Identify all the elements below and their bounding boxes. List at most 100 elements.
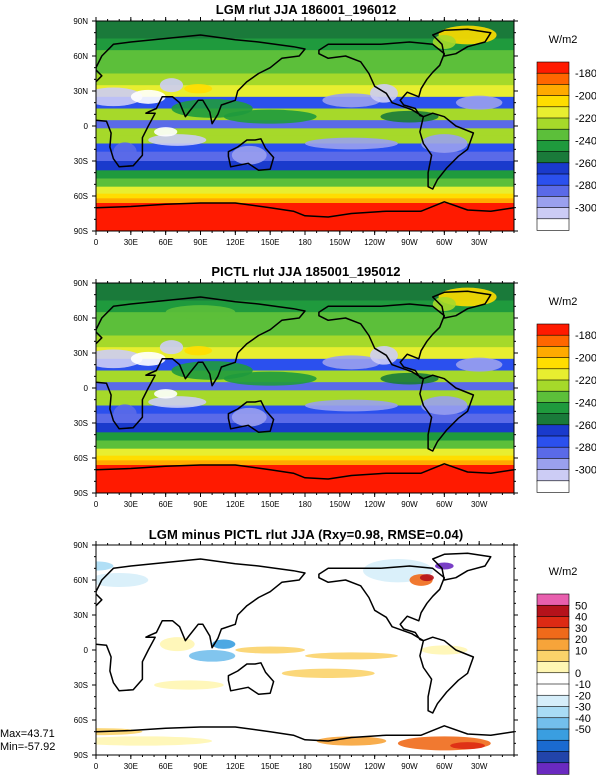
stats-block: Max=43.71 Min=-57.92 xyxy=(0,728,55,754)
colorbar-swatch xyxy=(536,357,570,370)
y-tick-label: 0 xyxy=(84,384,89,393)
field-patch xyxy=(235,646,305,654)
continent-outline xyxy=(431,552,492,581)
colorbar-swatch xyxy=(536,173,570,186)
colorbar-label: -50 xyxy=(575,724,591,736)
colorbar-label: -10 xyxy=(575,679,591,691)
coastlines xyxy=(96,552,514,742)
colorbar-swatch xyxy=(536,84,570,97)
colorbar-swatch xyxy=(536,717,570,730)
field-patch xyxy=(184,346,213,356)
field-patch xyxy=(96,736,213,746)
colorbar-swatch xyxy=(536,184,570,198)
x-tick-label: 90W xyxy=(401,238,418,247)
lat-band xyxy=(96,465,514,493)
panel-title: LGM minus PICTL rlut JJA (Rxy=0.98, RMSE… xyxy=(148,527,464,542)
field-patch xyxy=(455,95,503,110)
map-difference: 0 30E 60E 90E 120E 150E 180 150W 120W 90W 60W 30W 90… xyxy=(73,541,591,775)
continent-outline xyxy=(431,28,492,57)
field-patch xyxy=(184,84,213,94)
y-tick-label: 90N xyxy=(73,541,88,550)
panel-title: LGM rlut JJA 186001_196012 xyxy=(215,2,397,17)
field-patch xyxy=(455,357,503,372)
continent-outline xyxy=(96,558,306,692)
colorbar-swatch xyxy=(536,151,570,164)
lat-band xyxy=(96,73,514,86)
y-tick-label: 60S xyxy=(74,192,88,201)
x-tick-label: 60W xyxy=(436,762,453,771)
lat-band xyxy=(96,203,514,231)
colorbar-label: -240 xyxy=(575,397,596,409)
panel-title: PICTL rlut JJA 185001_195012 xyxy=(211,264,401,279)
x-tick-label: 120E xyxy=(226,762,245,771)
y-tick-label: 0 xyxy=(84,122,89,131)
y-tick-label: 90N xyxy=(73,279,88,288)
colorbar-swatch xyxy=(536,413,570,426)
colorbar-label: 20 xyxy=(575,634,587,646)
y-tick-label: 60S xyxy=(74,716,88,725)
lat-band xyxy=(96,423,514,433)
field-patch xyxy=(231,145,267,165)
colorbar-swatch xyxy=(536,218,570,231)
antarctic-coast xyxy=(96,201,514,218)
field-patch xyxy=(421,134,468,153)
continent-outline xyxy=(227,138,275,172)
axes: 0 30E 60E 90E 120E 150E 180 150W 120W 90W 60W 30W 90… xyxy=(73,541,518,771)
field-patch xyxy=(96,87,143,107)
colorbar-swatch xyxy=(536,162,570,175)
lat-band xyxy=(96,135,514,144)
x-tick-label: 150W xyxy=(329,238,350,247)
field-patch xyxy=(188,650,236,662)
field-patch xyxy=(148,396,207,408)
x-tick-label: 30W xyxy=(471,500,488,509)
continent-outline xyxy=(318,565,446,642)
x-tick-label: 0 xyxy=(94,762,99,771)
y-tick-label: 60N xyxy=(73,314,88,323)
lat-band xyxy=(96,198,514,204)
continent-outline xyxy=(227,662,275,696)
field-patch xyxy=(305,399,398,412)
colorbar-label: -280 xyxy=(575,180,596,192)
lat-band xyxy=(96,413,514,424)
field-patch xyxy=(432,297,456,311)
field-patch xyxy=(435,562,454,570)
x-tick-label: 60E xyxy=(159,500,173,509)
field-patch xyxy=(380,372,439,385)
colorbar-label: -20 xyxy=(575,690,591,702)
lat-band xyxy=(96,186,514,195)
colorbar-swatch xyxy=(536,762,570,775)
x-tick-label: 180 xyxy=(298,762,312,771)
colorbar-swatch xyxy=(536,117,570,130)
y-tick-label: 90S xyxy=(74,751,88,760)
x-tick-label: 30E xyxy=(124,238,138,247)
x-tick-label: 120E xyxy=(226,500,245,509)
continent-outline xyxy=(419,112,475,190)
x-tick-label: 150E xyxy=(261,500,280,509)
colorbar-label: -220 xyxy=(575,375,596,387)
y-tick-label: 60N xyxy=(73,576,88,585)
field-patch xyxy=(159,637,195,652)
colorbar-swatch xyxy=(536,128,570,142)
colorbar-swatch xyxy=(536,435,570,448)
y-tick-label: 30S xyxy=(74,157,88,166)
x-tick-label: 180 xyxy=(298,238,312,247)
continent-outline xyxy=(431,290,492,319)
colorbar-swatch xyxy=(536,616,570,629)
map-field xyxy=(96,21,514,231)
field-patch xyxy=(223,371,317,386)
x-tick-label: 150W xyxy=(329,500,350,509)
x-tick-label: 60E xyxy=(159,238,173,247)
continent-outline xyxy=(419,636,475,714)
colorbar-swatch xyxy=(536,72,570,86)
colorbar-swatch xyxy=(536,661,570,674)
colorbar-swatch xyxy=(536,334,570,348)
colorbar-label: -240 xyxy=(575,135,596,147)
colorbar-label: 10 xyxy=(575,645,587,657)
y-tick-label: 30S xyxy=(74,681,88,690)
lat-band xyxy=(96,128,514,136)
x-tick-label: 60W xyxy=(436,238,453,247)
panel-difference: LGM minus PICTL rlut JJA (Rxy=0.98, RMSE… xyxy=(0,524,596,782)
colorbar-units: W/m2 xyxy=(549,34,578,46)
lat-band xyxy=(96,323,514,336)
